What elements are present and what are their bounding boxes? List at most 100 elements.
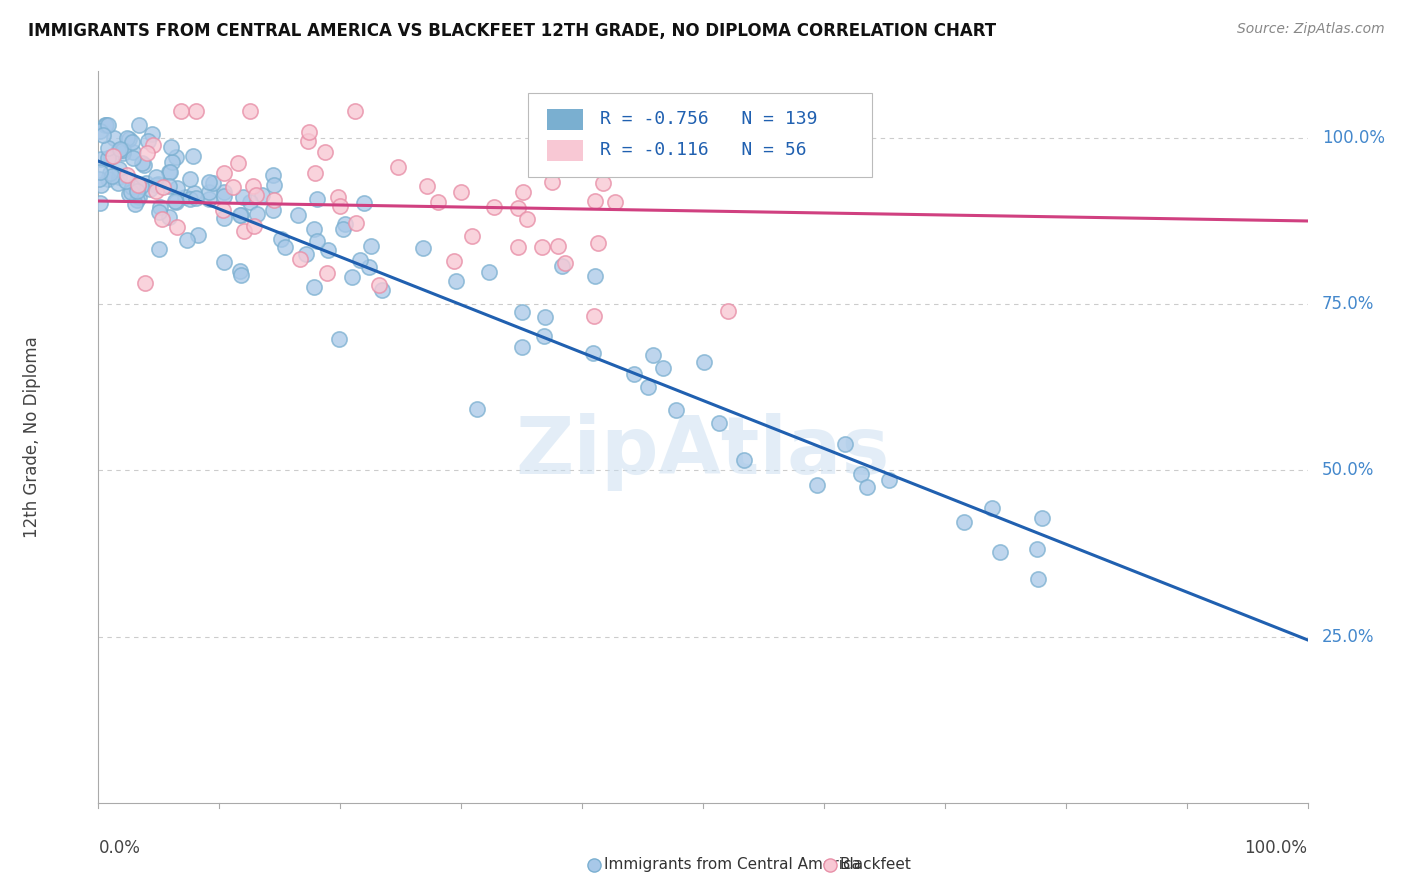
Point: [159, 165, 181, 179]
Point: [160, 140, 183, 154]
Point: [773, 136, 796, 151]
Point: [103, 131, 125, 145]
FancyBboxPatch shape: [547, 140, 583, 161]
Point: [270, 232, 292, 246]
Point: [304, 222, 326, 236]
Point: [298, 125, 321, 139]
Point: [1026, 573, 1049, 587]
Point: [990, 545, 1012, 559]
Point: [314, 145, 336, 159]
Point: [136, 134, 159, 148]
Point: [652, 361, 675, 376]
Point: [118, 132, 141, 146]
Text: 100.0%: 100.0%: [1322, 128, 1385, 147]
Point: [478, 265, 501, 279]
Point: [222, 180, 245, 194]
Point: [115, 168, 138, 182]
Point: [157, 211, 180, 225]
Point: [179, 172, 201, 186]
Point: [583, 194, 606, 209]
Point: [540, 175, 562, 189]
Point: [226, 156, 249, 170]
Point: [124, 179, 146, 194]
Point: [233, 224, 256, 238]
Point: [107, 176, 129, 190]
Point: [554, 256, 576, 270]
Point: [89, 195, 111, 210]
Point: [851, 467, 873, 481]
Point: [349, 253, 371, 268]
Point: [506, 201, 529, 215]
Point: [114, 174, 136, 188]
Point: [184, 104, 207, 119]
Point: [371, 283, 394, 297]
Point: [484, 200, 506, 214]
Point: [93, 118, 115, 132]
Point: [157, 164, 180, 178]
Point: [212, 189, 235, 203]
Point: [136, 145, 159, 160]
Point: [125, 193, 148, 207]
Point: [583, 852, 606, 866]
Point: [89, 124, 111, 138]
Point: [139, 182, 162, 196]
Point: [510, 340, 533, 354]
Point: [96, 118, 118, 132]
Point: [122, 145, 145, 159]
Point: [97, 118, 120, 132]
Point: [165, 149, 187, 163]
Point: [148, 205, 170, 219]
Point: [97, 172, 120, 186]
Point: [512, 185, 534, 199]
Point: [134, 276, 156, 290]
Point: [145, 169, 167, 184]
Text: ZipAtlas: ZipAtlas: [516, 413, 890, 491]
Point: [326, 190, 349, 204]
Point: [297, 134, 319, 148]
Point: [160, 155, 183, 169]
Point: [229, 268, 252, 283]
Point: [115, 131, 138, 145]
Point: [135, 177, 157, 191]
Point: [101, 149, 124, 163]
Point: [127, 178, 149, 192]
Point: [307, 192, 329, 206]
Point: [295, 247, 318, 261]
Point: [302, 279, 325, 293]
Point: [583, 309, 606, 323]
Point: [229, 264, 252, 278]
Text: R = -0.756   N = 139: R = -0.756 N = 139: [600, 110, 818, 128]
Point: [125, 185, 148, 199]
Point: [243, 219, 266, 233]
Point: [582, 346, 605, 360]
Text: 50.0%: 50.0%: [1322, 461, 1375, 479]
Point: [163, 194, 186, 208]
Point: [316, 266, 339, 280]
Point: [197, 175, 219, 189]
Point: [360, 239, 382, 253]
Point: [427, 194, 450, 209]
Point: [665, 403, 688, 417]
Point: [344, 216, 367, 230]
Point: [198, 185, 221, 199]
Point: [89, 165, 111, 179]
Point: [332, 222, 354, 236]
Point: [717, 304, 740, 318]
Point: [516, 211, 538, 226]
Point: [148, 242, 170, 256]
Point: [335, 217, 357, 231]
Point: [711, 112, 734, 126]
Point: [97, 151, 120, 165]
Point: [510, 305, 533, 319]
Point: [98, 166, 121, 180]
Point: [100, 151, 122, 165]
Point: [129, 179, 152, 194]
Point: [101, 169, 124, 183]
Point: [586, 235, 609, 250]
Point: [316, 244, 339, 258]
Point: [142, 138, 165, 153]
Point: [1031, 510, 1053, 524]
Point: [131, 155, 153, 169]
Point: [304, 166, 326, 180]
Point: [534, 310, 557, 324]
